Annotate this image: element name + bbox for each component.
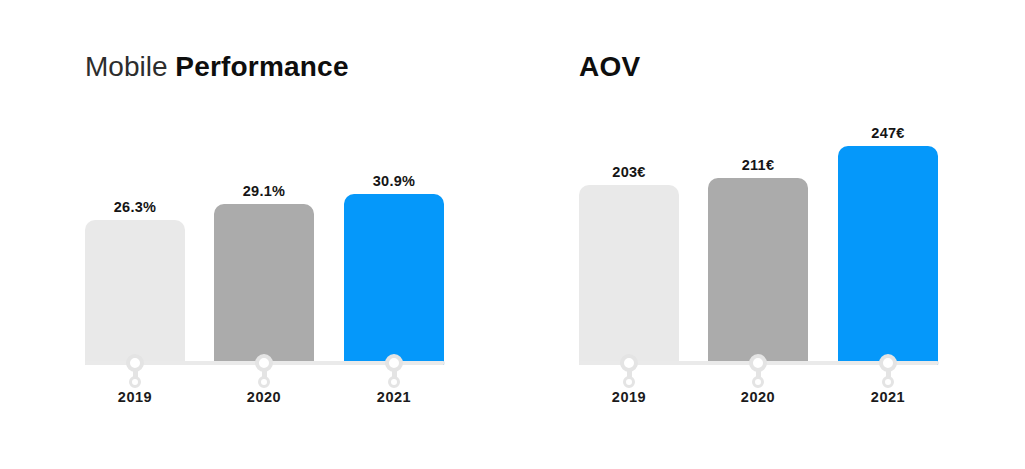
bar-value-label: 30.9% <box>334 173 454 189</box>
chart-title-emphasis: AOV <box>579 51 640 82</box>
timeline-marker <box>255 354 273 388</box>
chart-title: Mobile Performance <box>85 52 349 82</box>
bar-value-label: 26.3% <box>75 199 195 215</box>
marker-pin-icon <box>752 376 764 388</box>
bar-2020 <box>708 178 808 365</box>
chart-title-emphasis: Performance <box>175 51 348 82</box>
bar-value-label: 29.1% <box>204 183 324 199</box>
year-label-2021: 2021 <box>352 389 436 405</box>
timeline-marker <box>879 354 897 388</box>
year-label-2019: 2019 <box>93 389 177 405</box>
year-label-2020: 2020 <box>222 389 306 405</box>
marker-pin-icon <box>258 376 270 388</box>
year-label-2019: 2019 <box>587 389 671 405</box>
marker-pin-icon <box>623 376 635 388</box>
timeline-marker <box>620 354 638 388</box>
bar-2019 <box>85 220 185 365</box>
chart-title: AOV <box>579 52 640 82</box>
chart-title-prefix: Mobile <box>85 51 175 82</box>
bar-value-label: 211€ <box>698 157 818 173</box>
chart-mobile-performance: Mobile Performance 26.3%201929.1%202030.… <box>85 0 445 469</box>
year-label-2021: 2021 <box>846 389 930 405</box>
bar-2019 <box>579 185 679 365</box>
bar-2021 <box>344 194 444 365</box>
timeline-marker <box>126 354 144 388</box>
bar-value-label: 203€ <box>569 164 689 180</box>
infographic-canvas: Mobile Performance 26.3% 2019 29.1% 2020 30.… <box>0 0 1025 469</box>
year-label-2020: 2020 <box>716 389 800 405</box>
timeline-marker <box>749 354 767 388</box>
bar-value-label: 247€ <box>828 125 948 141</box>
bar-2020 <box>214 204 314 365</box>
bar-2021 <box>838 146 938 365</box>
marker-pin-icon <box>129 376 141 388</box>
marker-pin-icon <box>882 376 894 388</box>
timeline-marker <box>385 354 403 388</box>
marker-pin-icon <box>388 376 400 388</box>
chart-aov: AOV 203€2019211€2020247€2021 <box>579 0 939 469</box>
